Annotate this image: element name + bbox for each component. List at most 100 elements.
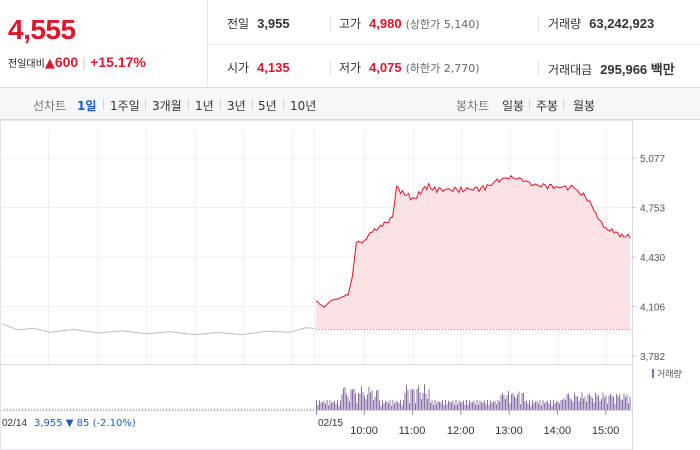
volume-legend-swatch	[652, 369, 654, 378]
volume-bar	[46, 408, 47, 410]
tab-monthly-candle[interactable]: 월봉	[573, 99, 596, 113]
volume-bar	[485, 404, 487, 410]
volume-bar	[43, 408, 44, 410]
volume-bar	[530, 405, 532, 410]
volume-bar	[404, 392, 406, 410]
volume-bar	[457, 404, 458, 410]
volume-legend-label: 거래량	[657, 368, 682, 380]
volume-bar	[449, 402, 451, 410]
volume-bar	[332, 401, 334, 410]
volume-bar	[442, 400, 443, 410]
volume-bar	[334, 401, 335, 410]
volume-bar	[484, 400, 485, 410]
volume-bar	[347, 396, 349, 410]
volume-bar	[622, 399, 623, 410]
line-chart-group-label: 선차트	[33, 99, 67, 113]
volume-bar	[398, 403, 400, 410]
volume-bar	[199, 408, 200, 410]
volume-bar	[566, 394, 568, 410]
volume-bar	[461, 402, 463, 410]
volume-bar	[58, 408, 59, 410]
tab-1-year[interactable]: 1년	[195, 99, 214, 113]
volume-bar	[388, 403, 389, 410]
price-line	[315, 175, 631, 308]
volume-bar	[581, 392, 583, 410]
volume-bar	[508, 391, 509, 410]
volume-bar	[610, 394, 611, 410]
tab-3-years[interactable]: 3년	[227, 99, 246, 113]
volume-bar	[587, 394, 589, 410]
volume-bar	[431, 400, 433, 410]
volume-bar	[584, 396, 586, 410]
volume-bar	[106, 408, 107, 410]
volume-bar	[154, 408, 155, 410]
volume-bar	[383, 403, 385, 410]
volume-bar	[331, 402, 332, 410]
volume-bar	[568, 393, 569, 410]
volume-bar	[419, 392, 421, 410]
volume-bar	[589, 393, 590, 410]
volume-bar	[94, 408, 95, 410]
volume-bar	[422, 393, 424, 410]
price-chart[interactable]: 5,077 4,753 4,430 4,106 3,782 거래량 02/14 3,955 ▼…	[0, 120, 700, 450]
stat-value: 4,135	[257, 60, 290, 75]
current-price: 4,555	[8, 14, 76, 45]
volume-bar	[28, 408, 29, 410]
volume-bar	[323, 400, 325, 410]
volume-bar	[392, 400, 394, 410]
volume-bar	[373, 400, 374, 410]
tab-1-week[interactable]: 1주일	[110, 99, 140, 113]
volume-bar	[343, 388, 344, 410]
volume-bar	[602, 392, 604, 410]
volume-bar	[599, 400, 601, 410]
volume-bar	[439, 402, 440, 410]
volume-bar	[13, 408, 14, 410]
tab-5-years[interactable]: 5년	[258, 99, 277, 113]
tab-weekly-candle[interactable]: 주봉	[536, 99, 559, 113]
volume-bar	[518, 391, 520, 410]
volume-bar	[500, 395, 502, 410]
volume-bar	[247, 408, 248, 410]
volume-bar	[629, 396, 631, 410]
tab-10-years[interactable]: 10년	[290, 99, 317, 113]
volume-bar	[436, 404, 437, 410]
volume-bar	[536, 401, 538, 410]
volume-bar	[353, 388, 355, 410]
volume-bar	[259, 408, 260, 410]
volume-bar	[481, 402, 482, 410]
volume-bar	[595, 393, 596, 410]
volume-bar	[280, 408, 281, 410]
volume-bar	[301, 408, 302, 410]
volume-bar	[502, 392, 503, 410]
volume-bar	[356, 403, 358, 410]
tab-1-day[interactable]: 1일	[77, 99, 97, 113]
volume-bar	[115, 408, 116, 410]
volume-bar	[139, 408, 140, 410]
volume-bar	[163, 408, 164, 410]
volume-bar	[358, 393, 359, 410]
stat-volume: 거래량 63,242,923	[548, 15, 654, 32]
tab-3-months[interactable]: 3개월	[152, 99, 182, 113]
up-arrow-icon: ▲	[44, 56, 55, 71]
volume-bar	[364, 395, 365, 410]
tab-daily-candle[interactable]: 일봉	[502, 99, 525, 113]
volume-bar	[482, 402, 484, 410]
prev-day-line	[1, 323, 315, 336]
volume-bar	[556, 401, 557, 410]
volume-bar	[476, 400, 478, 410]
volume-bar	[446, 404, 448, 410]
volume-bar	[496, 404, 497, 410]
volume-bar	[623, 393, 625, 410]
volume-bar	[232, 408, 233, 410]
volume-bar	[548, 403, 550, 410]
volume-bar	[407, 390, 409, 410]
volume-bar	[196, 408, 197, 410]
volume-bar	[533, 403, 535, 410]
volume-bar	[412, 389, 413, 410]
volume-bar	[598, 395, 599, 410]
volume-bar	[235, 408, 236, 410]
volume-bar	[416, 389, 418, 410]
volume-bar	[440, 402, 442, 410]
volume-bar	[118, 408, 119, 410]
volume-bar	[322, 401, 323, 410]
